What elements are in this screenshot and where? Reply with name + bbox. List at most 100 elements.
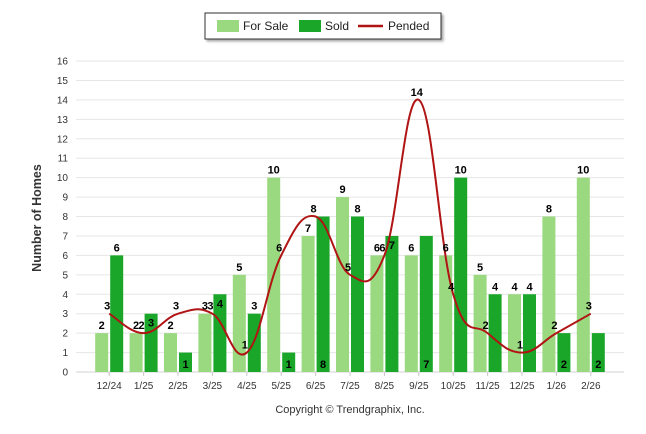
x-tick-label: 9/25 <box>409 381 429 392</box>
bar-for-sale <box>404 255 418 372</box>
data-label-sold: 1 <box>182 359 188 371</box>
data-label-for-sale: 2 <box>133 320 139 332</box>
x-tick-label: 2/26 <box>581 381 601 392</box>
bar-sold <box>523 294 536 372</box>
y-tick-label: 8 <box>62 212 68 223</box>
data-label-for-sale: 10 <box>268 165 280 177</box>
legend: For Sale Sold Pended <box>204 12 442 40</box>
y-tick-label: 5 <box>62 270 68 281</box>
x-tick-label: 1/26 <box>547 381 567 392</box>
bar-for-sale <box>336 197 349 372</box>
bar-sold <box>591 333 605 372</box>
data-label-for-sale: 7 <box>305 223 311 235</box>
bar-for-sale <box>301 235 315 372</box>
data-label-sold: 4 <box>217 298 224 310</box>
bar-sold <box>385 235 399 372</box>
x-tick-label: 12/25 <box>509 381 534 392</box>
data-label-for-sale: 4 <box>511 281 518 293</box>
bar-sold <box>110 255 124 372</box>
data-label-sold: 10 <box>455 165 467 177</box>
data-label-for-sale: 6 <box>443 242 449 254</box>
legend-box <box>204 12 442 40</box>
bars <box>95 177 605 372</box>
data-label-sold: 2 <box>561 359 567 371</box>
bar-sold <box>557 333 571 372</box>
data-label-sold: 6 <box>114 242 120 254</box>
data-label-for-sale: 8 <box>546 204 552 216</box>
x-tick-label: 12/24 <box>97 381 122 392</box>
x-tick-label: 5/25 <box>271 381 291 392</box>
y-tick-label: 6 <box>62 251 68 262</box>
data-label-pended: 3 <box>586 301 592 313</box>
y-tick-label: 1 <box>62 348 68 359</box>
data-label-for-sale: 5 <box>477 262 483 274</box>
bar-for-sale <box>473 274 487 372</box>
data-label-sold: 7 <box>423 359 429 371</box>
data-label-pended: 6 <box>276 242 282 254</box>
data-label-pended: 2 <box>483 320 489 332</box>
data-label-pended: 4 <box>448 281 455 293</box>
grid <box>76 60 624 373</box>
data-label-pended: 6 <box>379 242 385 254</box>
data-label-pended: 1 <box>517 340 523 352</box>
bar-for-sale <box>95 333 109 372</box>
x-tick-label: 10/25 <box>441 381 466 392</box>
bar-for-sale <box>129 333 143 372</box>
legend-label-sold: Sold <box>325 19 349 33</box>
data-label-for-sale: 6 <box>408 242 414 254</box>
x-tick-label: 3/25 <box>203 381 223 392</box>
data-label-sold: 8 <box>320 359 326 371</box>
legend-label-pended: Pended <box>388 19 429 33</box>
y-tick-label: 0 <box>62 368 68 379</box>
y-tick-label: 3 <box>62 309 68 320</box>
x-tick-label: 7/25 <box>340 381 360 392</box>
y-tick-label: 2 <box>62 329 68 340</box>
y-tick-label: 4 <box>62 290 68 301</box>
data-label-sold: 4 <box>526 281 533 293</box>
data-label-pended: 1 <box>242 340 248 352</box>
y-tick-label: 13 <box>57 115 69 126</box>
y-tick-label: 7 <box>62 231 68 242</box>
bar-sold <box>213 294 227 372</box>
bar-sold <box>316 216 330 372</box>
data-label-sold: 7 <box>389 240 395 252</box>
bar-sold <box>454 177 468 372</box>
data-label-sold: 8 <box>354 204 360 216</box>
bar-sold <box>351 216 364 372</box>
y-tick-label: 15 <box>57 76 69 87</box>
bar-sold <box>282 352 296 372</box>
data-label-sold: 4 <box>492 281 499 293</box>
data-label-for-sale: 2 <box>167 320 173 332</box>
data-label-sold: 2 <box>595 359 601 371</box>
legend-label-for-sale: For Sale <box>243 19 289 33</box>
data-label-pended: 3 <box>104 301 110 313</box>
data-label-pended: 3 <box>207 301 213 313</box>
x-tick-label: 11/25 <box>475 381 500 392</box>
legend-swatch-sold <box>299 20 321 32</box>
bar-for-sale <box>198 313 212 372</box>
bar-for-sale <box>576 177 590 372</box>
x-tick-label: 2/25 <box>168 381 188 392</box>
y-tick-label: 9 <box>62 193 68 204</box>
bar-for-sale <box>164 333 177 372</box>
data-label-sold: 3 <box>251 301 257 313</box>
y-tick-label: 10 <box>57 173 69 184</box>
x-tick-label: 1/25 <box>134 381 154 392</box>
data-label-pended: 5 <box>345 262 351 274</box>
bar-for-sale <box>439 255 453 372</box>
data-label-for-sale: 5 <box>236 262 242 274</box>
data-label-pended: 8 <box>311 204 317 216</box>
data-label-for-sale: 10 <box>577 165 589 177</box>
data-label-for-sale: 6 <box>374 242 380 254</box>
bar-sold <box>179 352 192 372</box>
data-label-pended: 2 <box>551 320 557 332</box>
x-tick-label: 4/25 <box>237 381 257 392</box>
bar-sold <box>144 313 158 372</box>
y-axis-label: Number of Homes <box>30 164 44 272</box>
legend-swatch-for-sale <box>217 20 239 32</box>
y-tick-label: 11 <box>58 154 69 165</box>
x-tick-label: 6/25 <box>306 381 326 392</box>
y-tick-label: 12 <box>57 134 69 145</box>
